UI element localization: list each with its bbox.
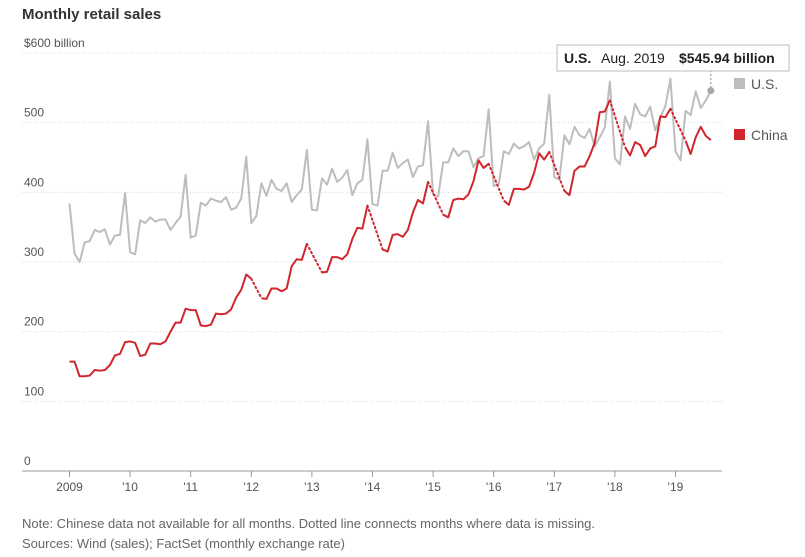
x-tick-label: '11 [183, 480, 198, 494]
series-line-china [684, 125, 712, 156]
chart-title: Monthly retail sales [22, 6, 162, 23]
x-tick-label: '10 [122, 480, 138, 494]
legend-label: China [751, 127, 788, 143]
tooltip-date: Aug. 2019 [601, 50, 665, 66]
legend-swatch [734, 78, 745, 89]
missing-data-bridge [669, 107, 687, 142]
hover-tooltip: U.S. Aug. 2019 $545.94 billion [556, 44, 790, 95]
y-tick-label: 400 [24, 175, 44, 189]
x-tick-label: '14 [365, 480, 381, 494]
sources-text: Sources: Wind (sales); FactSet (monthly … [22, 536, 345, 551]
tooltip-value: $545.94 billion [679, 50, 775, 66]
legend-label: U.S. [751, 76, 778, 92]
missing-data-bridge [305, 242, 323, 274]
y-tick-label: 0 [24, 454, 31, 468]
gridlines [22, 52, 722, 472]
series-line-china [382, 181, 430, 253]
series-line-china [624, 108, 672, 158]
tooltip-box [556, 44, 790, 72]
legend-swatch [734, 129, 745, 140]
missing-data-bridge [548, 150, 566, 192]
tooltip-country: U.S. [564, 50, 591, 66]
x-tick-label: '19 [668, 480, 684, 494]
y-tick-label: 100 [24, 384, 44, 398]
x-tick-label: '16 [486, 480, 502, 494]
y-tick-label: 500 [24, 106, 44, 120]
note-text: Note: Chinese data not available for all… [22, 516, 596, 531]
y-tick-label: 300 [24, 245, 44, 259]
tooltip-point [707, 87, 715, 95]
legend: U.S. China [734, 76, 788, 143]
series-line-u-s [68, 77, 712, 263]
missing-data-bridge [427, 180, 445, 216]
series-line-china [442, 159, 490, 219]
series-line-china [321, 205, 369, 274]
series-lines [68, 77, 712, 378]
series-line-china [503, 151, 551, 206]
series-u-s [68, 77, 712, 263]
series-china [69, 99, 712, 378]
y-tick-label: $600 billion [24, 36, 85, 50]
missing-data-bridge [250, 277, 263, 300]
x-tick-label: '12 [243, 480, 259, 494]
missing-data-bridge [608, 99, 626, 149]
x-tick-label: '15 [425, 480, 441, 494]
series-line-china [69, 273, 252, 378]
y-axis: $600 billion 500 400 300 200 100 0 [24, 36, 85, 468]
x-tick-label: 2009 [56, 480, 83, 494]
y-tick-label: 200 [24, 315, 44, 329]
x-tick-label: '18 [607, 480, 623, 494]
x-axis: 2009 '10 '11 '12 '13 '14 '15 '16 '17 '18 '19 [56, 471, 684, 494]
x-tick-label: '13 [304, 480, 320, 494]
missing-data-bridge [487, 162, 505, 202]
missing-data-bridge [366, 204, 384, 251]
series-line-china [563, 99, 611, 197]
x-tick-label: '17 [546, 480, 562, 494]
series-line-china [261, 243, 308, 300]
